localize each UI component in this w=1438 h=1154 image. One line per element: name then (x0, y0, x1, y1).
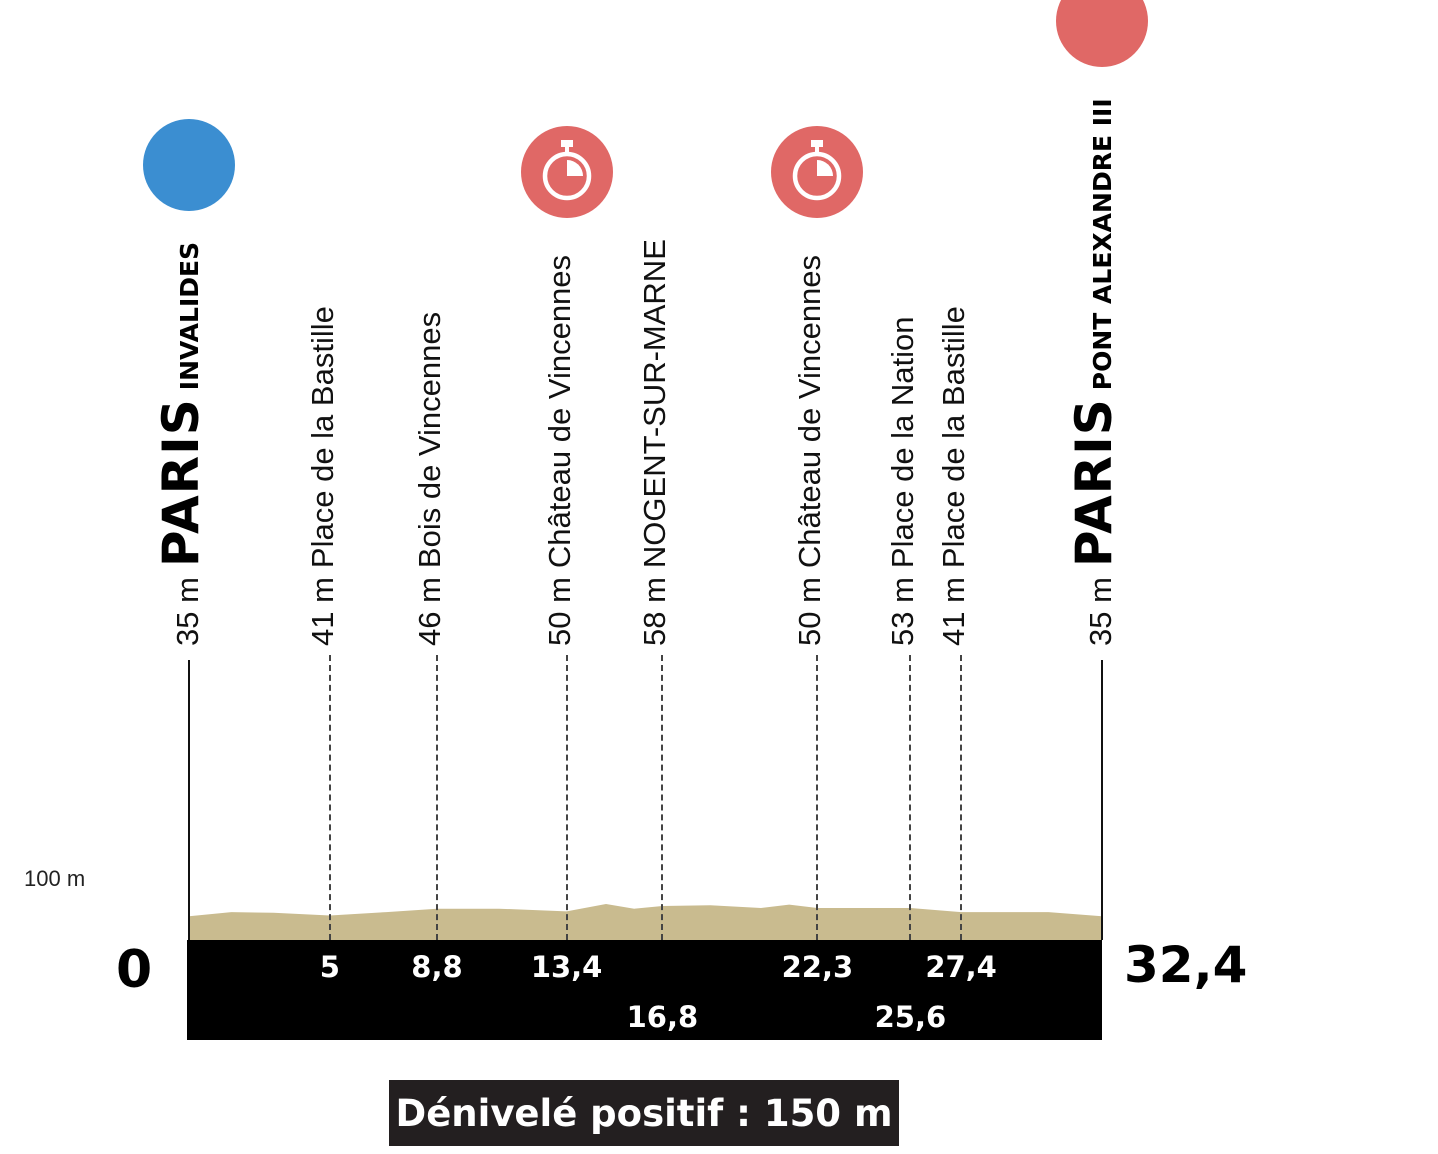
waypoint-place: Place de la Bastille (936, 306, 972, 569)
km-tick-label: 22,3 (781, 950, 854, 984)
waypoint-line (661, 655, 664, 940)
waypoint-altitude: 46 m (411, 577, 447, 646)
waypoint-place: Place de la Bastille (304, 306, 340, 569)
km-tick-label: 8,8 (411, 950, 463, 984)
waypoint-place: Bois de Vincennes (411, 311, 447, 569)
km-tick-label: 25,6 (874, 1000, 947, 1034)
terrain-area (189, 904, 1102, 940)
waypoint-altitude: 35 m (170, 577, 205, 646)
start-circle-icon (143, 119, 235, 211)
km-tick-label: 5 (319, 950, 340, 984)
km-tick-label: 13,4 (530, 950, 603, 984)
waypoint-label: 50 m Château de Vincennes (541, 254, 577, 646)
waypoint-label: 35 m PARIS PONT ALEXANDRE III (1065, 98, 1123, 646)
waypoint-place: Place de la Nation (885, 316, 921, 569)
km-bar (187, 940, 1102, 1040)
waypoint-line (909, 655, 912, 940)
waypoint-place: Château de Vincennes (792, 254, 828, 569)
waypoint-sublocation: PONT ALEXANDRE III (1088, 98, 1117, 391)
waypoint-altitude: 50 m (792, 577, 828, 646)
waypoint-label: 50 m Château de Vincennes (792, 254, 828, 646)
waypoint-sublocation: INVALIDES (175, 241, 204, 391)
waypoint-city: PARIS (1065, 398, 1123, 568)
waypoint-place: Château de Vincennes (541, 254, 577, 569)
waypoint-line (328, 655, 331, 940)
timing-stopwatch-icon (520, 126, 613, 218)
waypoint-line (960, 655, 963, 940)
waypoint-altitude: 50 m (541, 577, 577, 646)
waypoint-altitude: 41 m (304, 577, 340, 646)
waypoint-altitude: 41 m (936, 577, 972, 646)
waypoint-altitude: 58 m (637, 577, 673, 646)
waypoint-line (188, 660, 190, 940)
waypoint-label: 41 m Place de la Bastille (304, 306, 340, 646)
waypoint-city: PARIS (152, 398, 210, 568)
waypoint-label: 58 m NOGENT-SUR-MARNE (637, 239, 673, 646)
waypoint-altitude: 35 m (1083, 577, 1118, 646)
waypoint-line (816, 655, 819, 940)
km-tick-label: 16,8 (626, 1000, 699, 1034)
waypoint-label: 35 m PARIS INVALIDES (152, 241, 210, 646)
waypoint-line (565, 655, 568, 940)
waypoint-line (435, 655, 438, 940)
waypoint-place: NOGENT-SUR-MARNE (637, 239, 673, 569)
start-km-label: 0 (116, 940, 153, 1000)
waypoint-label: 53 m Place de la Nation (885, 316, 921, 646)
waypoint-label: 46 m Bois de Vincennes (411, 311, 447, 646)
waypoint-label: 41 m Place de la Bastille (936, 306, 972, 646)
waypoint-altitude: 53 m (885, 577, 921, 646)
elevation-gain-summary: Dénivelé positif : 150 m (389, 1080, 899, 1146)
altitude-scale-label: 100 m (24, 866, 86, 891)
km-tick-label: 27,4 (925, 950, 997, 984)
waypoint-line (1101, 660, 1103, 940)
end-km-label: 32,4 (1124, 936, 1248, 994)
timing-stopwatch-icon (771, 126, 864, 218)
